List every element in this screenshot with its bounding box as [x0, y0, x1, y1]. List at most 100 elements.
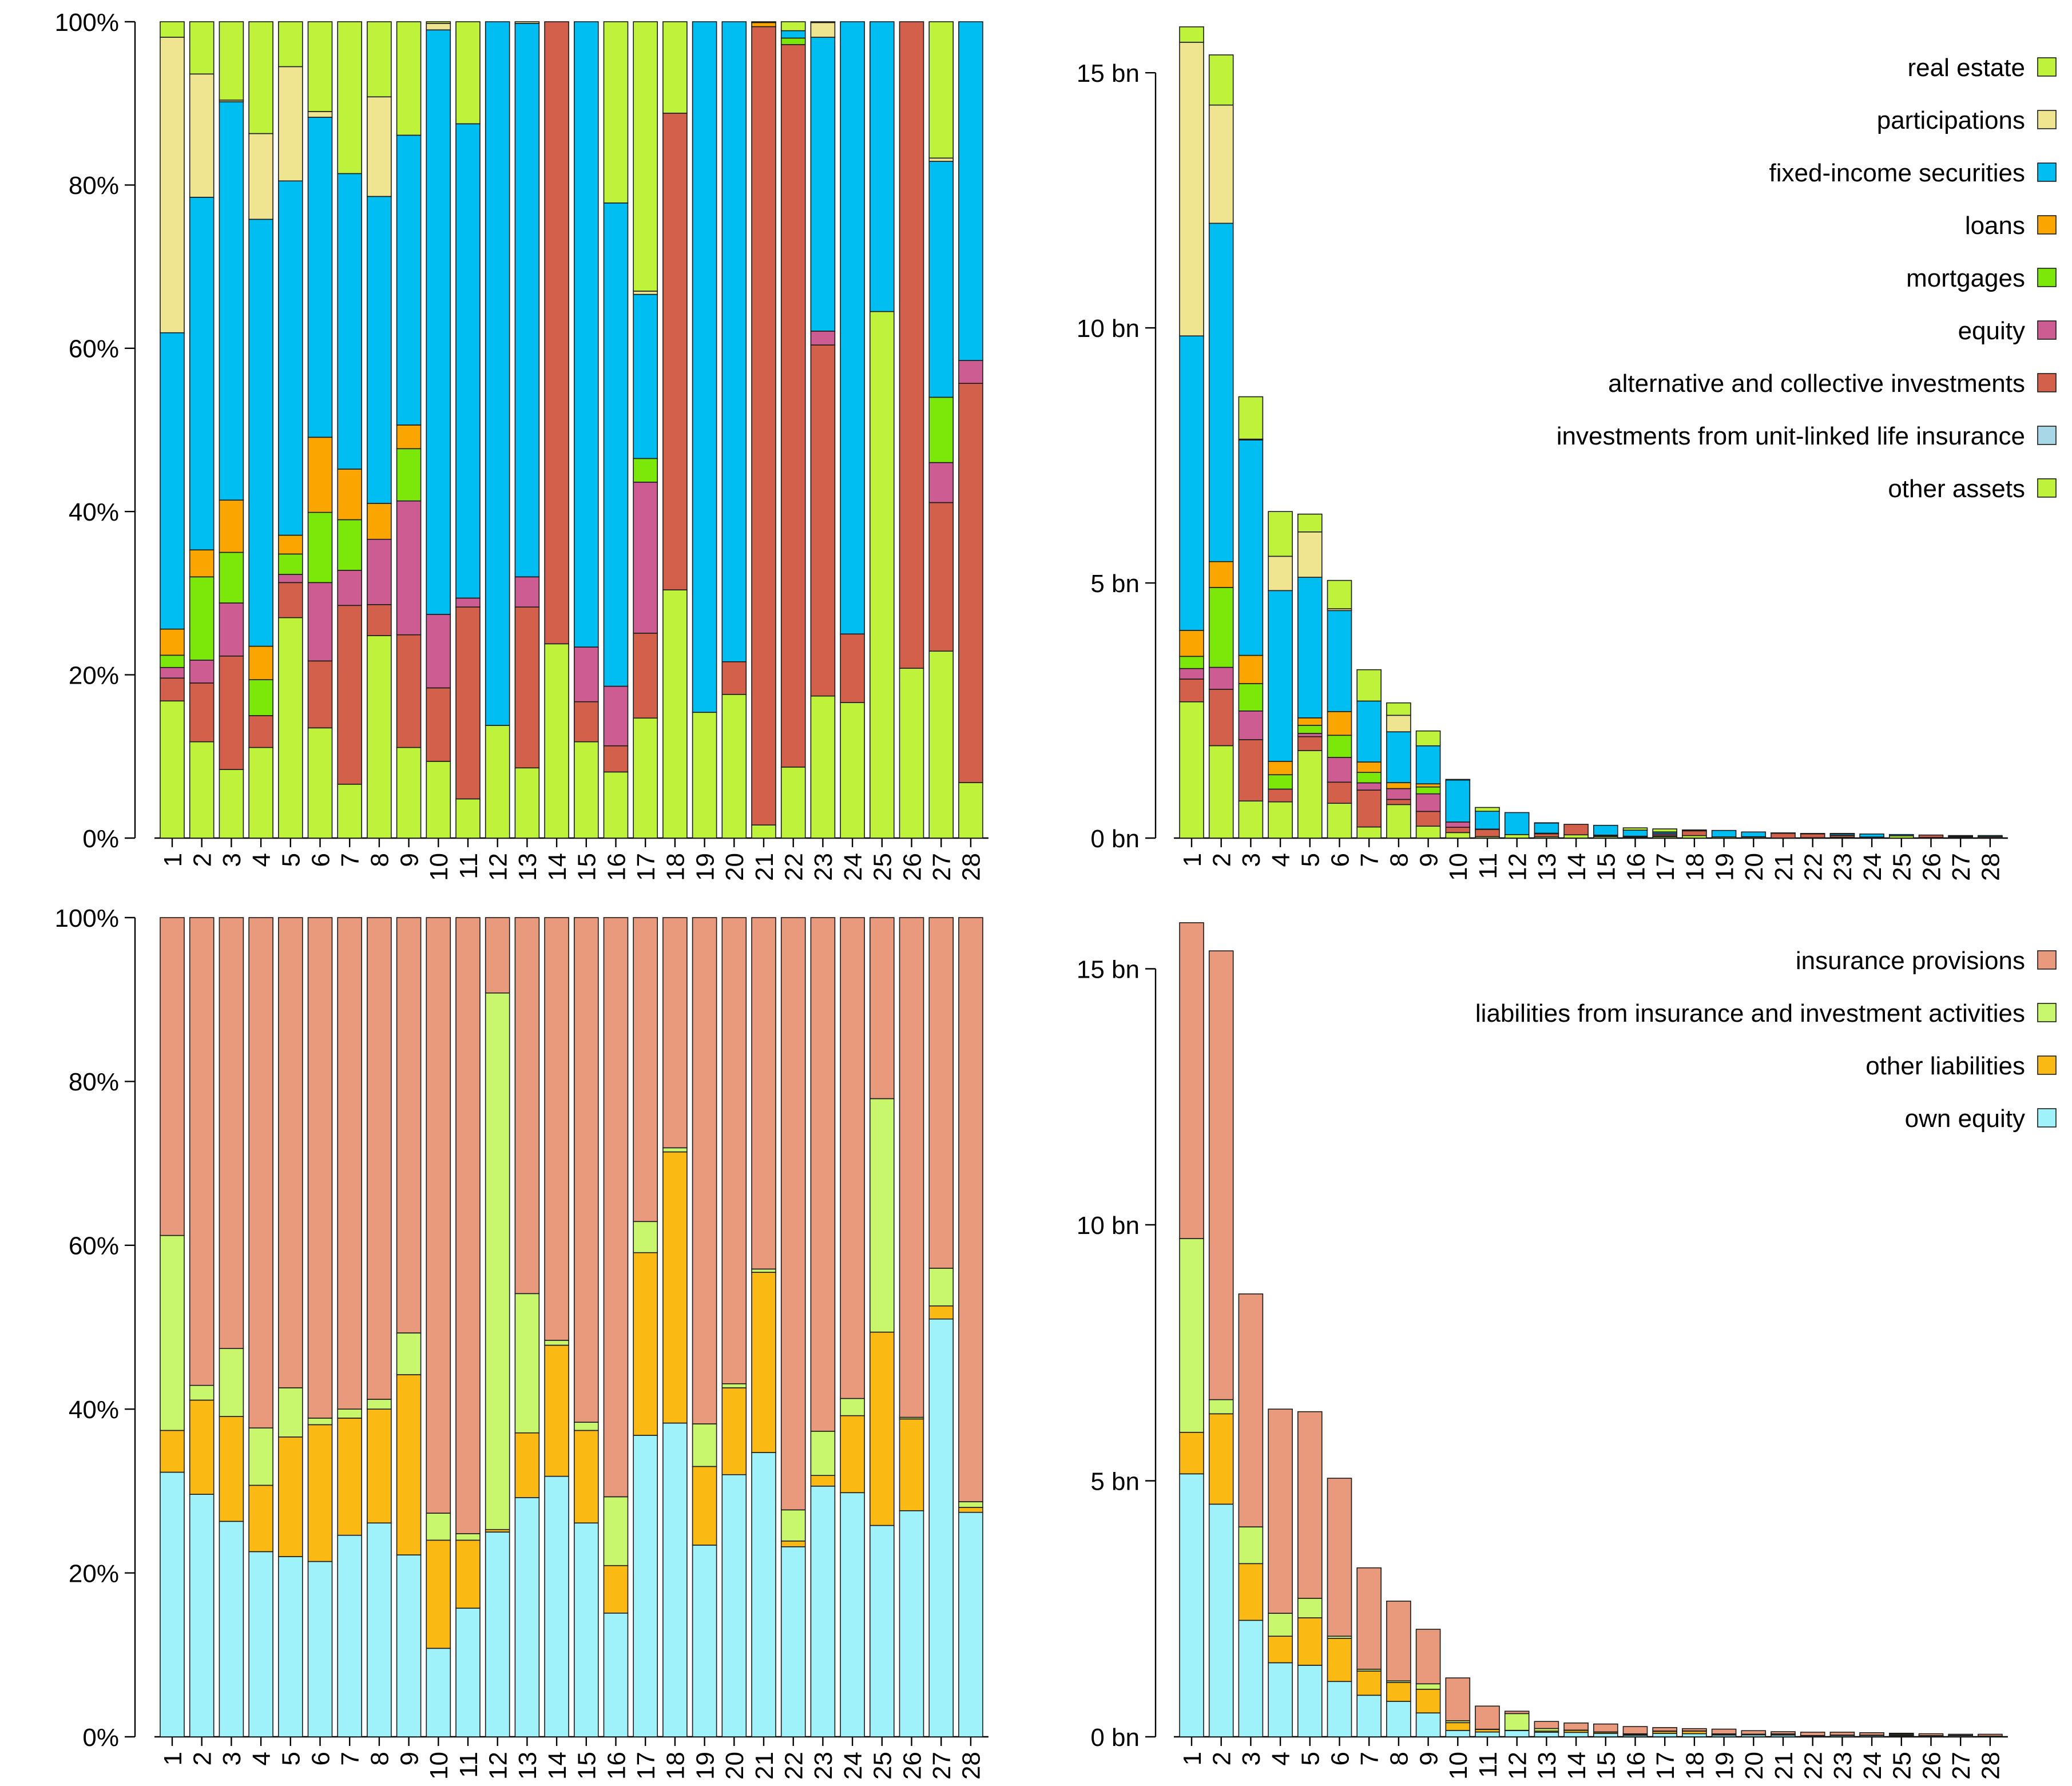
bar-segment	[1534, 1721, 1559, 1729]
liabilities-absolute-x-tick-label: 9	[1415, 1752, 1443, 1765]
assets-absolute-x-tick-label: 24	[1859, 853, 1887, 881]
legend-swatch	[2037, 162, 2057, 182]
assets-absolute-x-tick-label: 16	[1622, 853, 1650, 881]
bar-segment	[514, 767, 540, 839]
bar-segment	[573, 21, 599, 648]
liabilities-share-x-tick-label: 25	[869, 1752, 897, 1780]
bar-segment	[810, 917, 836, 1432]
assets-share-x-tick-label: 18	[662, 853, 690, 881]
bar-segment	[603, 771, 629, 839]
bar-segment	[1238, 683, 1264, 712]
bar-segment	[1415, 793, 1441, 812]
bar-segment	[810, 1486, 836, 1737]
bar-segment	[810, 695, 836, 839]
bar-segment	[662, 1422, 688, 1737]
bar-segment	[277, 1387, 303, 1438]
bar-segment	[1238, 1293, 1264, 1527]
assets-share-y-tick-label: 60%	[69, 335, 119, 363]
bar-segment	[780, 44, 806, 768]
bar-segment	[870, 311, 895, 839]
bar-segment	[662, 1151, 688, 1424]
bar-segment	[1682, 829, 1707, 832]
bar-segment	[840, 702, 865, 839]
bar-segment	[337, 605, 363, 785]
bar-segment	[1978, 835, 2003, 838]
bar-segment	[1386, 731, 1411, 783]
bar-segment	[189, 73, 215, 198]
bar-segment	[928, 462, 954, 503]
bar-segment	[1563, 1732, 1589, 1737]
bar-segment	[1297, 531, 1323, 578]
liabilities-share-x-tick-label: 24	[839, 1752, 867, 1780]
liabilities-absolute-x-tick-label: 16	[1622, 1752, 1650, 1780]
assets-absolute-legend: real estate participations fixed-income se…	[1557, 54, 2057, 503]
bar-segment	[277, 617, 303, 839]
bar-segment	[840, 21, 865, 635]
bar-segment	[928, 650, 954, 839]
bar-segment	[870, 21, 895, 312]
assets-absolute-x-tick-label: 28	[1977, 853, 2005, 881]
bar-segment	[751, 917, 776, 1270]
assets-share-x-tick-label: 9	[395, 853, 423, 867]
bar-segment	[1268, 1408, 1293, 1614]
legend-swatch	[2037, 426, 2057, 445]
bar-segment	[810, 331, 836, 346]
assets-share-x-tick-label: 2	[189, 853, 217, 867]
bar-segment	[1415, 1683, 1441, 1690]
bar-segment	[1415, 786, 1441, 795]
bar-segment	[1415, 1712, 1441, 1737]
bar-segment	[219, 655, 244, 770]
liabilities-absolute-x-tick-label: 23	[1829, 1752, 1857, 1780]
assets-absolute-x-tick-label: 26	[1918, 853, 1946, 881]
bar-segment	[1297, 725, 1323, 734]
bar-segment	[1622, 830, 1648, 837]
legend-label: mortgages	[1906, 264, 2025, 292]
bar-segment	[1297, 1598, 1323, 1618]
bar-segment	[189, 682, 215, 743]
assets-share-x-tick-label: 25	[869, 853, 897, 881]
assets-absolute-y-tick-label: 5 bn	[1090, 570, 1140, 598]
bar-segment	[367, 96, 392, 197]
bar-segment	[751, 1272, 776, 1453]
assets-share-x-tick-label: 20	[721, 853, 749, 881]
bar-segment	[1327, 735, 1352, 758]
bar-segment	[1297, 717, 1323, 726]
bar-segment	[396, 1374, 422, 1555]
bar-segment	[426, 1513, 451, 1541]
bar-segment	[396, 1554, 422, 1737]
bar-segment	[189, 1399, 215, 1495]
legend-swatch	[2037, 215, 2057, 235]
bar-segment	[1208, 1413, 1234, 1505]
bar-segment	[810, 1431, 836, 1476]
liabilities-absolute-x-tick-label: 2	[1208, 1752, 1236, 1765]
liabilities-absolute-x-tick-label: 17	[1652, 1752, 1680, 1780]
bar-segment	[426, 917, 451, 1514]
bar-segment	[692, 21, 717, 713]
liabilities-share-x-tick-label: 10	[425, 1752, 453, 1780]
bar-segment	[573, 1430, 599, 1524]
assets-share-x-tick-label: 1	[159, 853, 187, 867]
bar-segment	[189, 197, 215, 551]
liabilities-absolute-x-tick-label: 22	[1800, 1752, 1828, 1780]
bar-segment	[780, 767, 806, 839]
bar-segment	[1386, 782, 1411, 789]
bar-segment	[662, 113, 688, 590]
bar-segment	[544, 21, 569, 645]
bar-segment	[485, 1531, 510, 1737]
bar-segment	[810, 22, 836, 38]
bar-segment	[840, 1415, 865, 1494]
liabilities-share-x-tick-label: 15	[573, 1752, 601, 1780]
bar-segment	[1356, 1670, 1382, 1696]
liabilities-share-x-tick-label: 4	[248, 1752, 276, 1765]
liabilities-absolute-y-tick-label: 0 bn	[1090, 1724, 1140, 1752]
bar-segment	[1327, 781, 1352, 804]
bar-segment	[870, 1525, 895, 1737]
bar-segment	[337, 1418, 363, 1536]
bar-segment	[1386, 702, 1411, 716]
legend-label: equity	[1958, 317, 2025, 345]
liabilities-share-x-tick-label: 11	[455, 1752, 483, 1778]
bar-segment	[958, 1511, 983, 1737]
bar-segment	[692, 712, 717, 839]
liabilities-absolute-x-tick-label: 1	[1178, 1752, 1206, 1765]
bar-segment	[426, 687, 451, 762]
